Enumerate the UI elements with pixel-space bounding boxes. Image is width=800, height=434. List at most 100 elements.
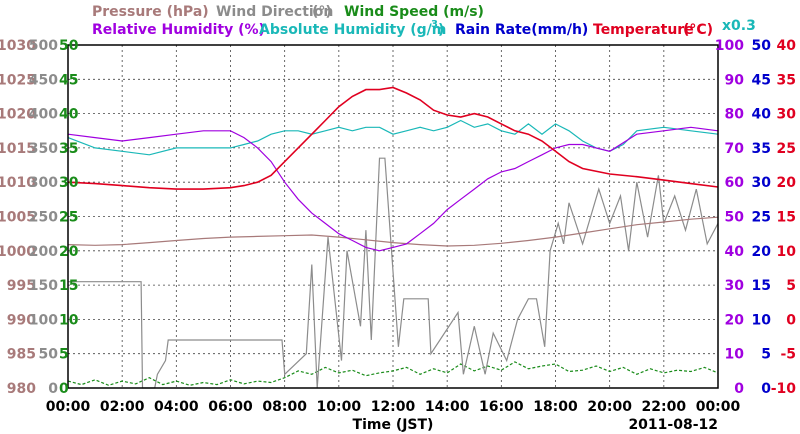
- tick-label-wind-speed: 25: [59, 210, 78, 226]
- tick-label-pressure: 990: [7, 312, 36, 328]
- tick-label-pressure: 1015: [0, 141, 36, 157]
- tick-label-wind-direction: 150: [29, 278, 58, 294]
- tick-label-pressure: 1005: [0, 210, 36, 226]
- tick-label-wind-direction: 300: [29, 175, 58, 191]
- tick-label-pressure: 1030: [0, 38, 36, 54]
- x-tick-label: 06:00: [208, 399, 253, 415]
- tick-label-rain-rate: 15: [752, 278, 771, 294]
- grid: [68, 45, 718, 388]
- legend-temperature: Temperature: [593, 22, 694, 38]
- tick-label-temperature: 20: [777, 175, 797, 191]
- tick-label-rain-rate: 0: [761, 381, 771, 397]
- tick-label-pressure: 1020: [0, 107, 36, 123]
- date-label: 2011-08-12: [628, 417, 718, 433]
- legend-absolute-humidity-close: ): [438, 22, 444, 38]
- tick-label-humidity: 50: [725, 210, 745, 226]
- tick-label-wind-direction: 400: [29, 107, 58, 123]
- series-line-temperature: [67, 86, 719, 190]
- tick-label-wind-speed: 35: [59, 141, 78, 157]
- x-tick-label: 18:00: [533, 399, 578, 415]
- legend-pressure: Pressure (hPa): [92, 4, 209, 20]
- series-line-pressure: [67, 216, 719, 247]
- tick-label-rain-rate: 50: [752, 38, 772, 54]
- legend-scale-factor: x0.3: [722, 18, 756, 34]
- tick-label-temperature: 25: [777, 141, 796, 157]
- legend-absolute-humidity: Absolute Humidity (g/m: [259, 22, 446, 38]
- legend: Pressure (hPa) Wind Direction(°) Wind Spee…: [92, 4, 756, 38]
- x-tick-label: 00:00: [696, 399, 741, 415]
- x-tick-label: 20:00: [587, 399, 632, 415]
- tick-label-temperature: 40: [777, 38, 797, 54]
- tick-label-rain-rate: 40: [752, 107, 772, 123]
- tick-label-humidity: 70: [725, 141, 745, 157]
- tick-label-wind-speed: 20: [59, 244, 79, 260]
- tick-label-rain-rate: 10: [752, 312, 772, 328]
- x-axis-label: Time (JST): [353, 417, 434, 433]
- x-tick-label: 02:00: [100, 399, 145, 415]
- legend-wind-direction-unit: (°): [312, 4, 332, 20]
- x-tick-label: 16:00: [479, 399, 524, 415]
- tick-label-pressure: 1010: [0, 175, 36, 191]
- legend-wind-speed: Wind Speed (m/s): [344, 4, 484, 20]
- tick-label-wind-speed: 15: [59, 278, 78, 294]
- tick-label-rain-rate: 25: [752, 210, 771, 226]
- tick-label-pressure: 1025: [0, 72, 36, 88]
- x-tick-label: 00:00: [46, 399, 91, 415]
- series-line-humidity: [67, 126, 719, 252]
- tick-label-temperature: 5: [786, 278, 796, 294]
- tick-label-wind-direction: 450: [29, 72, 58, 88]
- plot-frame: [67, 44, 719, 389]
- tick-label-wind-direction: 350: [29, 141, 58, 157]
- tick-label-humidity: 10: [725, 347, 745, 363]
- series-group: [67, 86, 719, 389]
- tick-label-rain-rate: 35: [752, 141, 771, 157]
- legend-rain-rate: Rain Rate(mm/h): [455, 22, 588, 38]
- tick-label-temperature: 10: [777, 244, 797, 260]
- x-tick-label: 04:00: [154, 399, 199, 415]
- tick-label-wind-speed: 45: [59, 72, 78, 88]
- x-axis: 00:00 02:00 04:00 06:00 08:00 10:00 12:00 14:00…: [46, 399, 741, 433]
- tick-label-humidity: 20: [725, 312, 745, 328]
- tick-label-wind-speed: 40: [59, 107, 79, 123]
- legend-temperature-unit: (°C): [683, 22, 713, 38]
- tick-label-wind-speed: 5: [59, 347, 69, 363]
- tick-label-humidity: 60: [725, 175, 745, 191]
- series-line-wind-direction: [68, 157, 719, 389]
- x-tick-label: 14:00: [425, 399, 470, 415]
- tick-label-wind-speed: 10: [59, 312, 79, 328]
- tick-label-wind-direction: 0: [48, 381, 58, 397]
- tick-label-wind-direction: 200: [29, 244, 58, 260]
- tick-label-wind-speed: 30: [59, 175, 79, 191]
- tick-label-temperature: 15: [777, 210, 796, 226]
- tick-label-rain-rate: 20: [752, 244, 772, 260]
- tick-label-humidity: 40: [725, 244, 745, 260]
- tick-label-temperature: 0: [786, 312, 796, 328]
- tick-label-pressure: 980: [7, 381, 36, 397]
- tick-label-rain-rate: 30: [752, 175, 772, 191]
- series-line-humidity: [67, 119, 719, 156]
- tick-label-pressure: 985: [7, 347, 36, 363]
- tick-label-temperature: 35: [777, 72, 796, 88]
- tick-label-temperature: 30: [777, 107, 797, 123]
- tick-label-wind-direction: 250: [29, 210, 58, 226]
- tick-label-pressure: 1000: [0, 244, 36, 260]
- right-axes: 1009080706050403020100504540353025201510…: [715, 38, 796, 397]
- tick-label-wind-direction: 100: [29, 312, 58, 328]
- tick-label-humidity: 80: [725, 107, 745, 123]
- x-tick-label: 10:00: [317, 399, 362, 415]
- left-axes: 1030102510201015101010051000995990985980…: [0, 38, 79, 397]
- tick-label-humidity: 90: [725, 72, 745, 88]
- x-tick-label: 22:00: [642, 399, 687, 415]
- tick-label-wind-direction: 50: [39, 347, 59, 363]
- legend-absolute-humidity-superscript: 3: [431, 19, 438, 30]
- legend-wind-direction: Wind Direction: [216, 4, 333, 20]
- tick-label-rain-rate: 45: [752, 72, 771, 88]
- x-tick-label: 12:00: [371, 399, 416, 415]
- series-line-wind-speed: [67, 361, 719, 386]
- tick-label-humidity: 30: [725, 278, 745, 294]
- tick-label-pressure: 995: [7, 278, 36, 294]
- tick-label-temperature: -5: [780, 347, 796, 363]
- tick-label-humidity: 0: [734, 381, 744, 397]
